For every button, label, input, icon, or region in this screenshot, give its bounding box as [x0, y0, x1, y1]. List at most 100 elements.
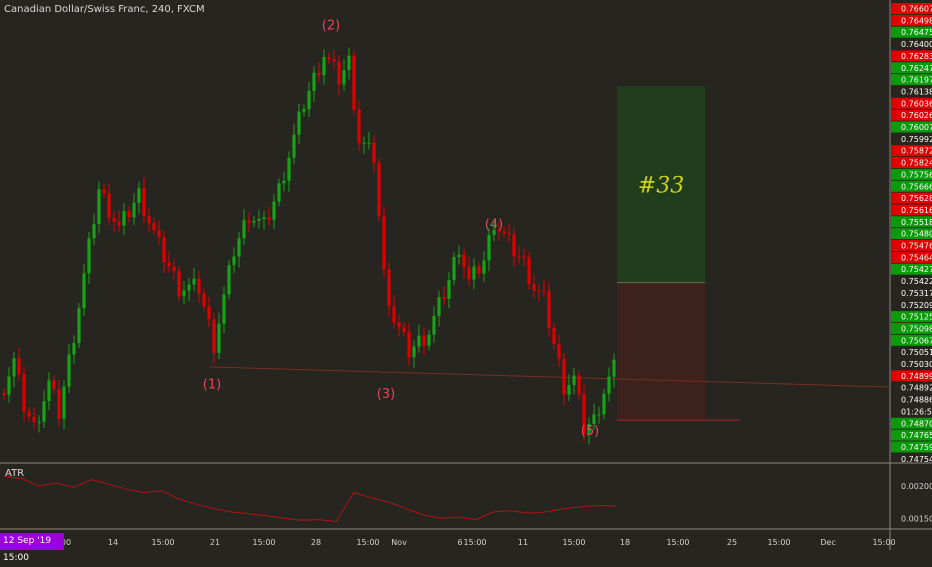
candle-body [342, 70, 346, 85]
price-tag-bg [891, 3, 932, 14]
candle-body [552, 327, 556, 345]
price-tag-bg [891, 180, 932, 192]
time-axis-label: Dec [820, 538, 835, 547]
price-tag-bg [891, 168, 932, 180]
candle-body [412, 346, 416, 358]
price-tag-bg [891, 97, 932, 109]
candle-body [467, 267, 471, 280]
candle-body [532, 284, 536, 291]
candle-body [372, 142, 376, 164]
candle-body [487, 234, 491, 261]
candle-body [92, 224, 96, 239]
candle-body [227, 265, 231, 295]
candle-body [437, 297, 441, 316]
atr-line [3, 475, 617, 523]
candle-body [47, 380, 51, 402]
candle-body [492, 230, 496, 235]
price-axis-label: 0.75824 [901, 159, 932, 168]
price-axis-label: 0.76283 [901, 52, 932, 61]
candle-body [572, 375, 576, 386]
candle-body [212, 319, 216, 353]
candle-body [17, 358, 21, 375]
candle-body [97, 189, 101, 225]
price-tag-bg [891, 192, 932, 204]
price-axis-label: 0.75480 [901, 230, 932, 239]
chart-area[interactable]: #33 (1) (2) (3) (4) (5) 0.76607 0.76498 0.76475 0… [0, 0, 932, 550]
crosshair-date-label: 12 Sep '19 15:00 [0, 533, 64, 563]
time-axis-label: 18 [620, 538, 630, 547]
time-axis-label: 15:00 [252, 538, 275, 547]
candle-body [277, 183, 281, 202]
price-tag-bg [891, 204, 932, 216]
price-axis-label: 0.76247 [901, 64, 932, 73]
trade-number-label: #33 [638, 173, 684, 198]
price-axis-label: 0.75317 [901, 289, 932, 298]
time-axis-label: 15:00 [666, 538, 689, 547]
candle-body [592, 414, 596, 424]
time-axis-label: 15:00 [356, 538, 379, 547]
candle-body [152, 222, 156, 230]
candle-body [387, 269, 391, 307]
price-axis-label: 0.74765 [901, 431, 932, 440]
price-axis-label: 0.75427 [901, 265, 932, 274]
candle-body [122, 211, 126, 226]
atr-indicator-label[interactable]: ATR [5, 468, 25, 479]
time-axis-label: 28 [311, 538, 321, 547]
candle-body [37, 421, 41, 423]
price-tag-bg [891, 216, 932, 228]
candle-body [327, 57, 331, 60]
wave-trendline [209, 366, 891, 388]
candle-body [167, 262, 171, 267]
candle-body [582, 394, 586, 434]
candle-body [542, 290, 546, 292]
candle-body [147, 215, 151, 223]
candle-body [407, 331, 411, 358]
candle-body [182, 290, 186, 297]
wave-label: (4) [485, 218, 503, 233]
candlestick-chart-svg[interactable]: #33 (1) (2) (3) (4) (5) 0.76607 0.76498 0.76475 0… [0, 0, 932, 550]
candle-body [587, 423, 591, 434]
time-axis-label: 11 [518, 538, 528, 547]
price-tag-bg [891, 14, 932, 26]
candle-body [547, 290, 551, 328]
price-tag-bg [891, 74, 932, 86]
candle-body [352, 55, 356, 110]
candle-body [207, 306, 211, 320]
price-axis-label: 0.75666 [901, 182, 932, 191]
candle-body [282, 180, 286, 184]
candle-body [42, 401, 46, 422]
time-axis-label: 6 [457, 538, 462, 547]
candle-body [502, 231, 506, 233]
candle-body [392, 306, 396, 323]
candle-body [302, 109, 306, 112]
candle-body [132, 202, 136, 218]
candle-body [537, 290, 541, 292]
time-axis-label: 15:00 [463, 538, 486, 547]
price-axis-label: 0.75476 [901, 242, 932, 251]
price-axis-label: 0.76036 [901, 99, 932, 108]
candle-body [217, 323, 221, 353]
candle-body [272, 201, 276, 220]
atr-axis-label: 0.00150 [901, 514, 932, 523]
price-tag-bg [891, 26, 932, 38]
candle-body [297, 111, 301, 135]
candle-body [127, 211, 131, 218]
candle-body [242, 220, 246, 239]
candle-body [432, 315, 436, 335]
price-axis-label: 0.74870 [901, 419, 932, 428]
price-axis-label: 0.76400 [901, 40, 932, 49]
candle-body [317, 72, 321, 76]
price-axis-label: 0.74754 [901, 455, 932, 464]
candle-body [267, 217, 271, 220]
wave-label: (1) [203, 377, 221, 392]
price-axis-label: 0.75616 [901, 206, 932, 215]
candle-body [557, 344, 561, 360]
price-tag-bg [891, 157, 932, 169]
price-axis-label: 0.76607 [901, 5, 932, 14]
time-axis-label: 00 [61, 538, 71, 547]
candle-body [202, 293, 206, 307]
candle-body [137, 188, 141, 203]
candle-body [332, 59, 336, 62]
candle-body [357, 109, 361, 144]
price-tag-bg [891, 417, 932, 429]
